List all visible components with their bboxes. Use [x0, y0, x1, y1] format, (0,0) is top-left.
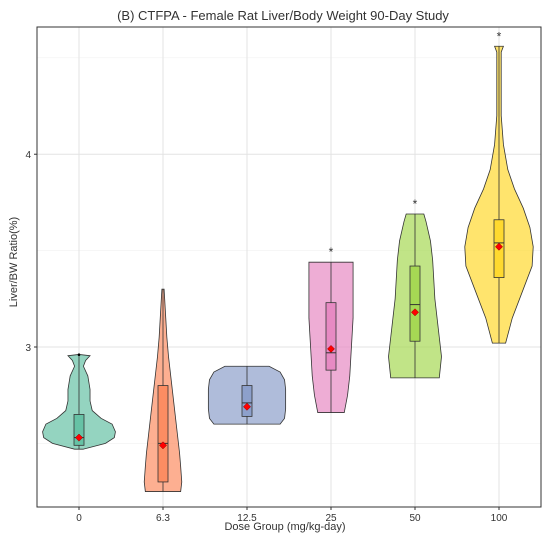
- mean-marker-25: [327, 344, 335, 353]
- x-tick-label: 50: [409, 513, 421, 524]
- axis-layer: 3 4 0 6.3 12.5 25 50 100: [25, 26, 542, 524]
- mean-marker-100: [495, 242, 503, 251]
- mean-marker-50: [411, 308, 419, 317]
- box-6.3: [157, 385, 169, 483]
- violin-layer: * * *: [42, 29, 534, 492]
- mean-marker-0: [75, 433, 83, 442]
- x-tick-label: 12.5: [237, 513, 257, 524]
- y-tick-label: 4: [25, 150, 31, 161]
- chart-title: (B) CTFPA - Female Rat Liver/Body Weight…: [117, 8, 449, 23]
- y-tick-label: 3: [25, 343, 31, 354]
- plot-panel: [37, 27, 541, 507]
- box-50: [409, 265, 421, 342]
- box-25: [325, 302, 337, 371]
- significance-star-50: *: [413, 197, 418, 211]
- outlier-0: [77, 353, 81, 357]
- x-tick-label: 25: [325, 513, 337, 524]
- x-tick-label: 6.3: [156, 513, 170, 524]
- y-axis-label: Liver/BW Ratio(%): [8, 217, 20, 307]
- x-tick-label: 100: [491, 513, 508, 524]
- box-0: [73, 414, 85, 446]
- x-tick-label: 0: [76, 513, 82, 524]
- box-12.5: [241, 385, 253, 417]
- plot-border: [36, 26, 542, 508]
- mean-marker-12.5: [243, 402, 251, 411]
- significance-star-25: *: [329, 245, 334, 259]
- significance-star-100: *: [497, 29, 502, 43]
- x-axis-label: Dose Group (mg/kg-day): [224, 521, 345, 533]
- mean-marker-6.3: [159, 441, 167, 450]
